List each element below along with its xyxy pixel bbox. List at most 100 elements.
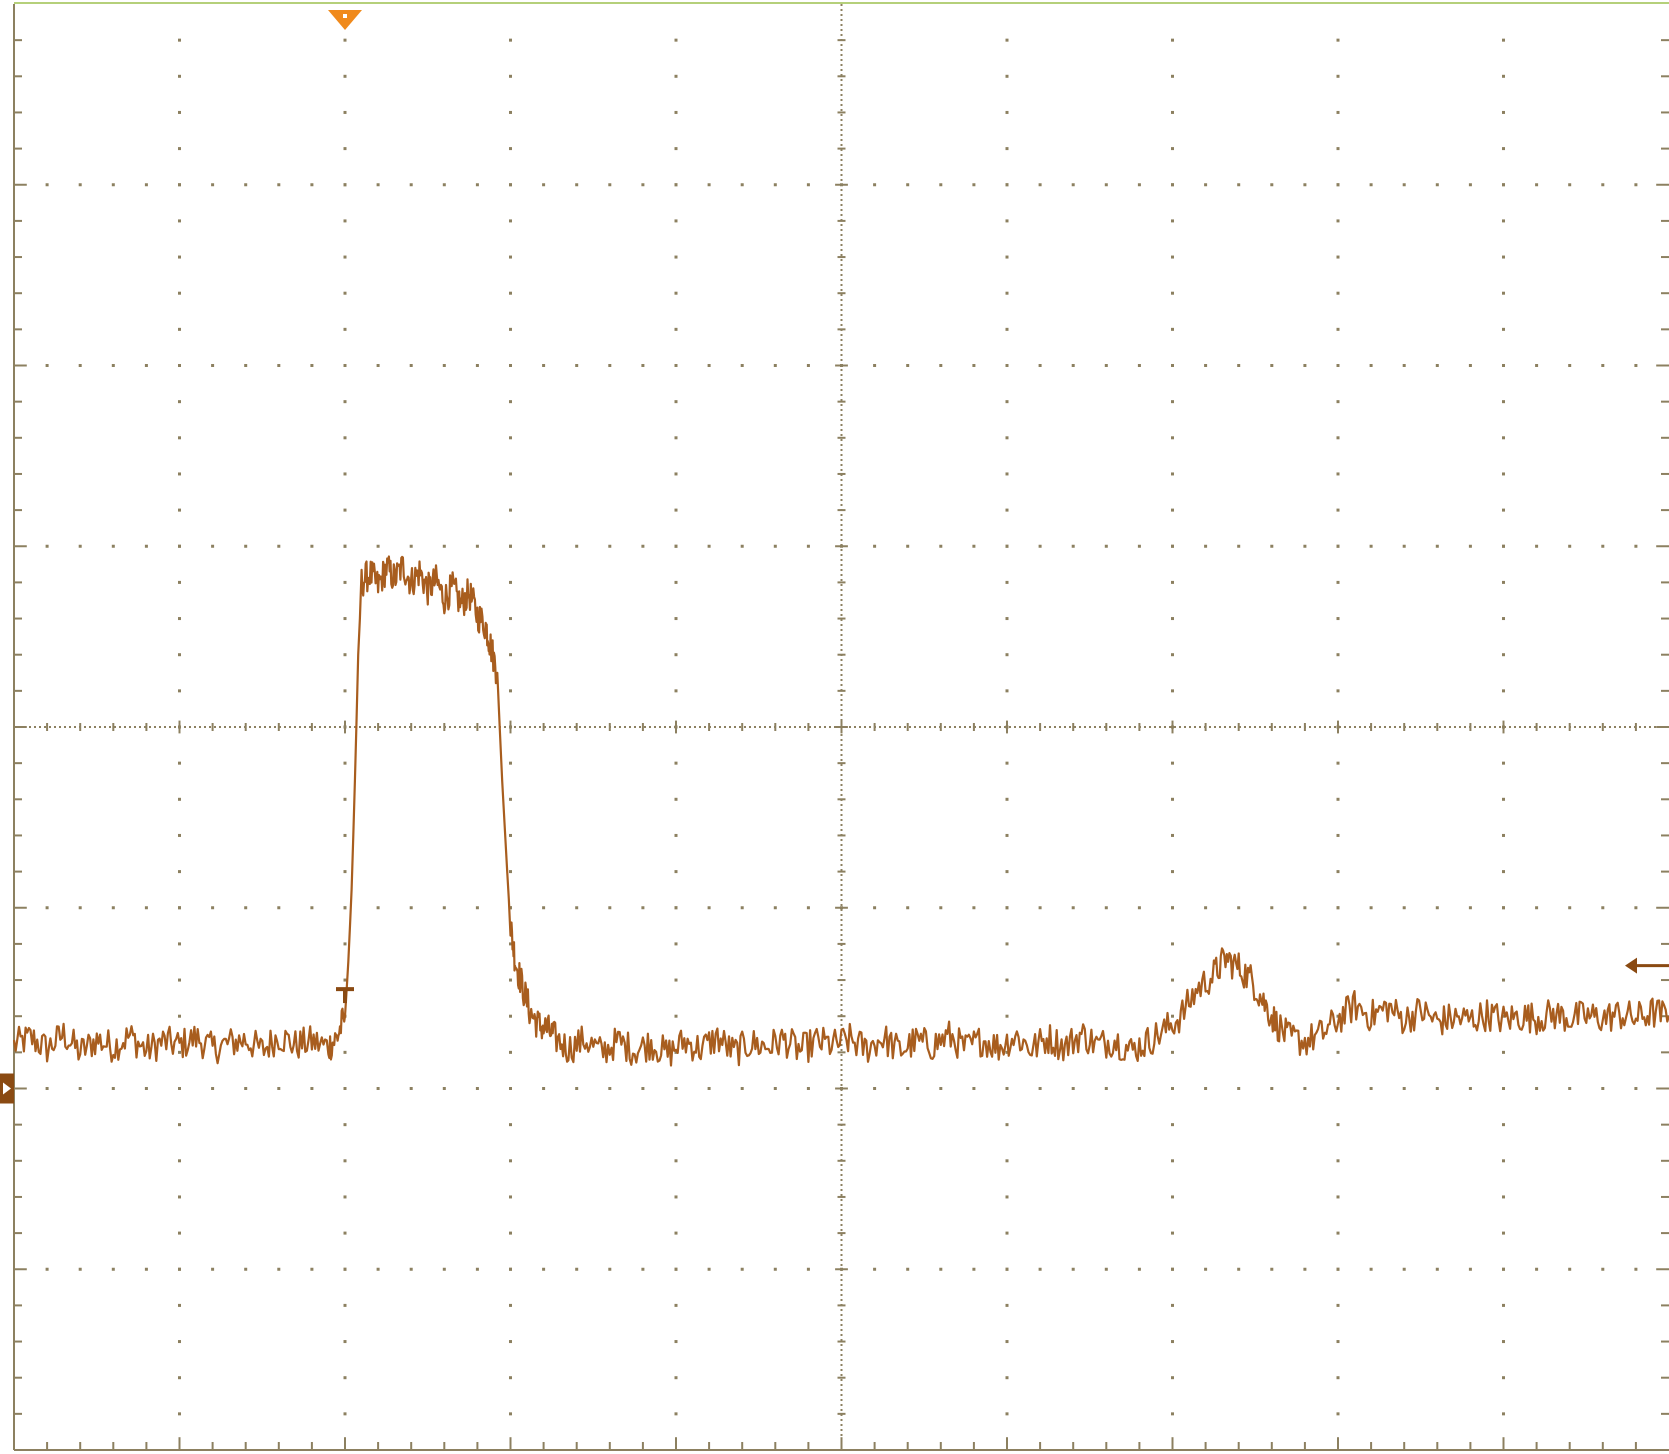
grid-dot <box>1270 1267 1274 1271</box>
grid-dot <box>343 1159 347 1163</box>
grid-dot <box>1005 906 1009 910</box>
grid-dot <box>178 617 181 621</box>
grid-dot <box>1336 327 1340 331</box>
grid-dot <box>740 364 744 367</box>
grid-dot <box>509 1123 512 1127</box>
grid-dot <box>873 544 877 548</box>
grid-dot <box>1005 942 1009 946</box>
grid-dot <box>674 833 678 837</box>
grid-dot <box>674 219 678 223</box>
grid-dot <box>509 472 512 476</box>
grid-dot <box>1435 183 1439 187</box>
grid-dot <box>1005 291 1009 295</box>
grid-dot <box>1336 1231 1340 1235</box>
grid-dot <box>674 1087 678 1090</box>
grid-dot <box>178 183 181 187</box>
grid-dot <box>343 870 347 874</box>
grid-dot <box>1336 1195 1340 1199</box>
grid-dot <box>1071 183 1075 187</box>
grid-dot <box>509 327 512 331</box>
grid-dot <box>211 906 215 910</box>
grid-dot <box>1071 544 1075 548</box>
grid-dot <box>1336 689 1340 693</box>
grid-dot <box>906 183 910 187</box>
grid-dot <box>674 1340 678 1344</box>
grid-dot <box>1171 1195 1174 1199</box>
grid-dot <box>1303 183 1307 187</box>
grid-dot <box>244 183 248 187</box>
grid-dot <box>211 364 215 367</box>
grid-dot <box>773 906 777 910</box>
grid-dot <box>509 38 512 42</box>
grid-dot <box>1336 1376 1340 1380</box>
grid-dot <box>674 364 678 367</box>
grid-dot <box>1502 147 1505 151</box>
grid-dot <box>674 1195 678 1199</box>
grid-dot <box>178 689 181 693</box>
grid-dot <box>343 508 347 512</box>
grid-dot <box>1336 797 1340 801</box>
grid-dot <box>509 870 512 874</box>
grid-dot <box>343 580 347 584</box>
grid-dot <box>1137 364 1141 367</box>
grid-dot <box>1601 1087 1605 1090</box>
grid-dot <box>1005 689 1009 693</box>
grid-dot <box>1171 1376 1174 1380</box>
grid-dot <box>509 147 512 151</box>
grid-dot <box>78 364 82 367</box>
grid-dot <box>806 364 810 367</box>
grid-dot <box>178 653 181 657</box>
grid-dot <box>78 544 82 548</box>
grid-dot <box>1005 617 1009 621</box>
grid-dot <box>144 364 148 367</box>
grid-dot <box>1535 906 1539 910</box>
grid-dot <box>178 544 181 548</box>
grid-dot <box>740 183 744 187</box>
grid-dot <box>475 906 479 910</box>
grid-dot <box>1502 617 1505 621</box>
grid-dot <box>45 1087 49 1090</box>
grid-dot <box>376 544 380 548</box>
grid-dot <box>244 1087 248 1090</box>
grid-dot <box>1303 364 1307 367</box>
grid-dot <box>343 797 347 801</box>
grid-dot <box>178 1050 181 1054</box>
grid-dot <box>1634 1267 1638 1271</box>
grid-dot <box>1005 183 1009 187</box>
grid-dot <box>1502 580 1505 584</box>
grid-dot <box>1336 544 1340 548</box>
grid-dot <box>1171 183 1174 187</box>
grid-dot <box>509 110 512 114</box>
grid-dot <box>1204 906 1208 910</box>
grid-dot <box>1336 508 1340 512</box>
grid-dot <box>1171 472 1174 476</box>
grid-dot <box>1171 544 1174 548</box>
grid-dot <box>939 544 943 548</box>
grid-dot <box>1336 580 1340 584</box>
grid-dot <box>1502 870 1505 874</box>
grid-dot <box>1171 978 1174 982</box>
grid-dot <box>509 508 512 512</box>
grid-dot <box>641 183 645 187</box>
grid-dot <box>343 1340 347 1344</box>
grid-dot <box>674 797 678 801</box>
grid-dot <box>376 906 380 910</box>
grid-dot <box>178 255 181 259</box>
grid-dot <box>773 364 777 367</box>
grid-dot <box>1369 544 1373 548</box>
grid-dot <box>1171 942 1174 946</box>
channel-ground-arrow <box>3 1082 11 1095</box>
grid-dot <box>1237 544 1241 548</box>
grid-dot <box>1336 978 1340 982</box>
grid-dot <box>1005 327 1009 331</box>
grid-dot <box>1634 906 1638 910</box>
grid-dot <box>178 1412 181 1416</box>
grid-dot <box>310 183 314 187</box>
grid-dot <box>542 906 546 910</box>
grid-dot <box>1402 1267 1406 1271</box>
grid-dot <box>277 1087 281 1090</box>
grid-dot <box>1502 1159 1505 1163</box>
grid-dot <box>575 544 579 548</box>
grid-dot <box>1568 364 1572 367</box>
grid-dot <box>343 761 347 765</box>
